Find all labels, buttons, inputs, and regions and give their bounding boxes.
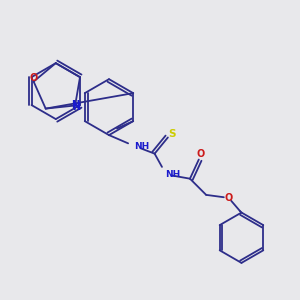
Text: N: N — [73, 102, 81, 112]
Text: O: O — [29, 73, 38, 83]
Text: S: S — [169, 129, 176, 139]
Text: O: O — [196, 149, 204, 159]
Text: NH: NH — [165, 170, 180, 179]
Text: NH: NH — [134, 142, 149, 152]
Text: O: O — [225, 193, 233, 203]
Text: N: N — [71, 100, 80, 110]
